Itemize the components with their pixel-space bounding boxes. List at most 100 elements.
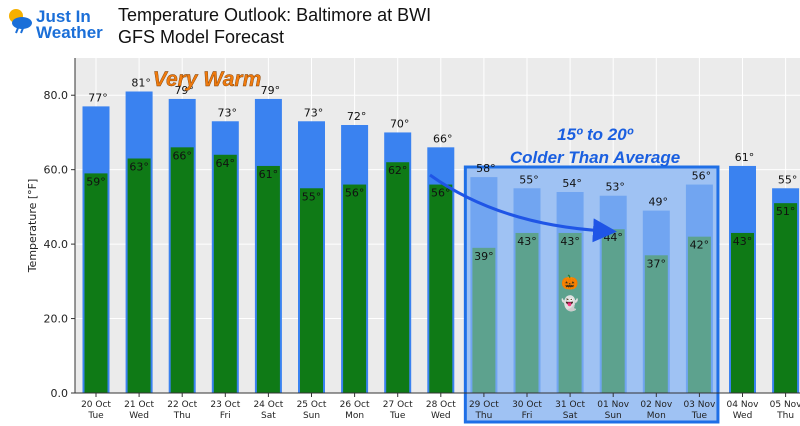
xtick-date: 31 Oct [555,400,585,410]
xtick-date: 27 Oct [383,400,413,410]
high-temp-label: 81° [131,77,151,90]
low-temp-label: 51° [776,205,796,218]
high-temp-label: 55° [778,173,798,186]
low-temp-label: 66° [172,149,192,162]
axes: 0.0 20.0 40.0 60.0 80.0 Temperature [°F] 20 Oc… [26,58,800,421]
low-temp-bar [127,158,151,393]
annotations: Very Warm 15º to 20º Colder Than Average 🎃 👻 [153,68,681,312]
xtick-date: 28 Oct [426,400,456,410]
low-temp-label: 55° [302,190,322,203]
xtick-day: Fri [220,411,231,421]
just-in-weather-logo: Just In Weather [4,2,112,46]
xtick-date: 05 Nov [770,400,800,410]
high-temp-label: 73° [218,106,238,119]
y-axis-label: Temperature [°F] [26,179,39,274]
xtick-date: 26 Oct [340,400,370,410]
low-temp-label: 62° [388,164,408,177]
xtick-day: Mon [345,411,364,421]
low-temp-label: 64° [216,157,236,170]
xtick-day: Thu [173,411,191,421]
ytick-label: 20.0 [44,313,69,326]
low-temp-label: 61° [259,168,279,181]
xtick-day: Tue [87,411,104,421]
high-temp-label: 49° [649,196,669,209]
high-temp-label: 72° [347,110,367,123]
colder-label-line-2: Colder Than Average [510,148,680,167]
logo-line-1: Just In [36,7,91,26]
xtick-day: Wed [431,411,451,421]
low-temp-label: 43° [560,235,580,248]
xtick-date: 23 Oct [210,400,240,410]
low-temp-bar [343,184,367,393]
xtick-date: 22 Oct [167,400,197,410]
high-temp-label: 61° [735,151,755,164]
xtick-date: 21 Oct [124,400,154,410]
xtick-date: 02 Nov [640,400,673,410]
header: Just In Weather Temperature Outlook: Bal… [0,0,800,56]
logo-line-2: Weather [36,23,103,42]
xtick-date: 30 Oct [512,400,542,410]
high-temp-label: 56° [692,170,712,183]
xtick-day: Thu [776,411,794,421]
ghost-icon: 👻 [561,294,579,312]
xtick-day: Sun [605,411,622,421]
high-temp-label: 55° [519,173,539,186]
xtick-day: Wed [733,411,753,421]
colder-highlight-overlay [463,165,720,424]
ytick-label: 80.0 [44,89,69,102]
chart-title: Temperature Outlook: Baltimore at BWI GF… [118,4,431,48]
xtick-date: 20 Oct [81,400,111,410]
highlight-border [463,165,720,424]
low-temp-label: 44° [603,231,623,244]
pumpkin-icon: 🎃 [561,274,579,291]
high-temp-label: 66° [433,132,453,145]
xtick-day: Sat [261,411,276,421]
high-temp-label: 73° [304,106,324,119]
low-temp-bar [213,154,237,393]
low-temp-bar [731,232,754,393]
low-temp-label: 37° [647,257,667,270]
low-temp-label: 43° [517,235,537,248]
ytick-label: 60.0 [44,164,69,177]
low-temp-label: 56° [431,187,451,200]
xtick-date: 01 Nov [597,400,630,410]
high-temp-label: 54° [562,177,582,190]
xtick-day: Tue [389,411,406,421]
high-temp-label: 79° [261,84,281,97]
high-temp-label: 79° [174,84,194,97]
ytick-label: 40.0 [44,238,69,251]
xtick-day: Fri [522,411,533,421]
xtick-day: Wed [129,411,149,421]
low-temp-label: 42° [690,239,710,252]
xtick-day: Sun [303,411,320,421]
low-temp-bar [300,188,323,393]
low-temp-bar [84,173,108,393]
ytick-label: 0.0 [51,387,69,400]
xtick-day: Sat [563,411,578,421]
low-temp-bar [429,184,453,393]
title-line-2: GFS Model Forecast [118,27,285,47]
xtick-date: 25 Oct [297,400,327,410]
low-temp-label: 63° [129,161,149,174]
colder-label-line-1: 15º to 20º [557,125,634,144]
xtick-date: 04 Nov [727,400,760,410]
xtick-day: Tue [691,411,708,421]
high-temp-label: 58° [476,162,496,175]
low-temp-label: 39° [474,250,494,263]
low-temp-bar [386,162,410,393]
xtick-date: 29 Oct [469,400,499,410]
weather-logo-icon [9,9,32,34]
low-temp-label: 59° [86,175,106,188]
low-temp-label: 56° [345,187,365,200]
very-warm-label: Very Warm [153,68,262,91]
low-temp-bar [774,203,798,393]
trend-arrow [429,173,617,243]
xtick-date: 24 Oct [253,400,283,410]
high-temp-label: 77° [88,91,108,104]
low-temp-bar [170,147,194,393]
high-temp-label: 53° [605,181,625,194]
low-temp-label: 43° [733,235,753,248]
xtick-day: Mon [647,411,666,421]
xtick-day: Thu [474,411,492,421]
